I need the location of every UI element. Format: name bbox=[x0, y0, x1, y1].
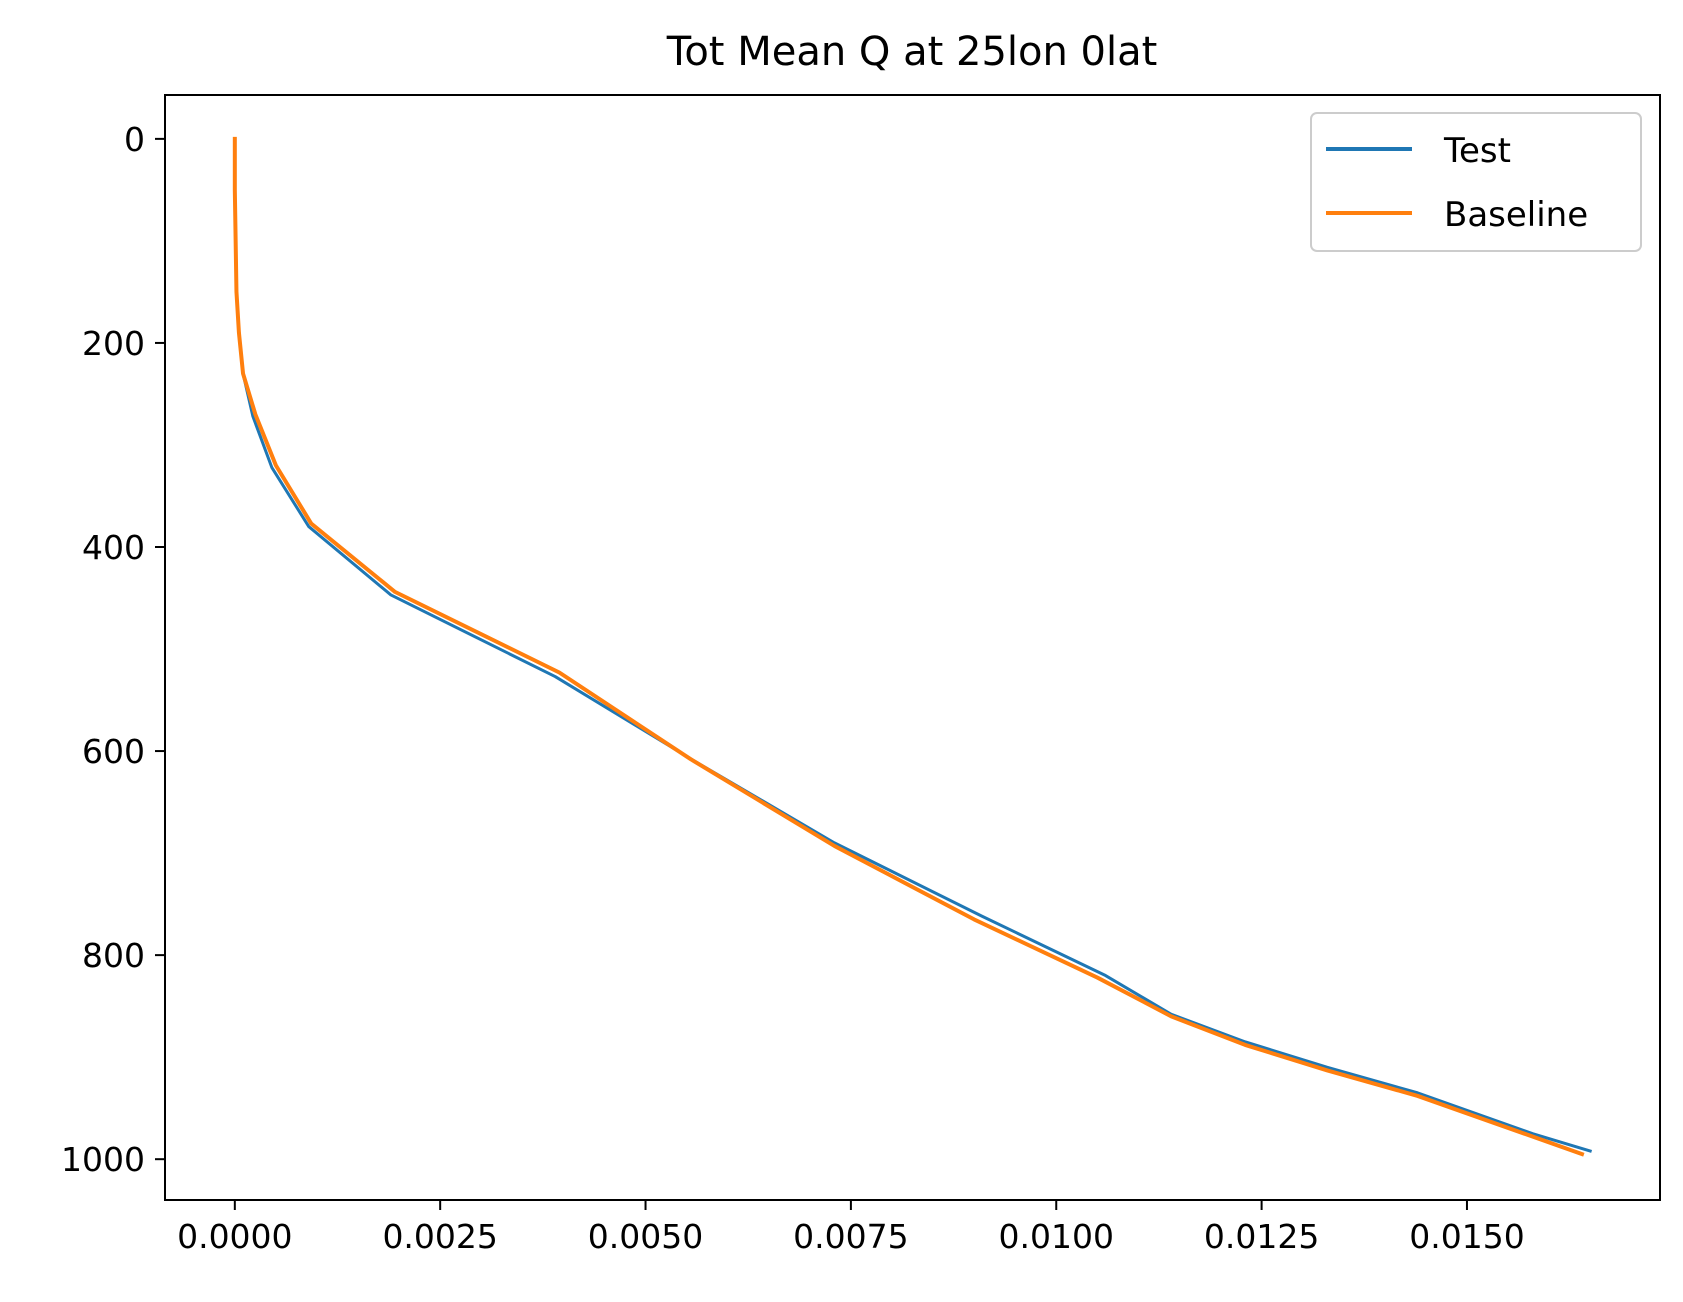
legend: Test Baseline bbox=[1310, 112, 1642, 252]
series-layer bbox=[232, 136, 1593, 1157]
legend-label-baseline: Baseline bbox=[1444, 195, 1588, 235]
y-tick-label: 0 bbox=[124, 120, 145, 159]
y-tick-label: 400 bbox=[82, 528, 145, 567]
x-tick-label: 0.0125 bbox=[1204, 1217, 1319, 1256]
x-tick-label: 0.0050 bbox=[588, 1217, 703, 1256]
y-tick-label: 200 bbox=[82, 324, 145, 363]
legend-label-test: Test bbox=[1443, 131, 1511, 171]
x-axis: 0.0000 0.0025 0.0050 0.0075 0.0100 0.0125 0.01… bbox=[177, 1200, 1525, 1256]
series-line-baseline bbox=[232, 136, 1585, 1157]
x-tick-label: 0.0025 bbox=[382, 1217, 497, 1256]
y-axis: 0 200 400 600 800 1000 bbox=[61, 120, 165, 1179]
y-tick-label: 600 bbox=[82, 732, 145, 771]
x-tick-label: 0.0000 bbox=[177, 1217, 292, 1256]
chart-title: Tot Mean Q at 25lon 0lat bbox=[666, 29, 1158, 75]
x-tick-label: 0.0100 bbox=[999, 1217, 1114, 1256]
plot-frame bbox=[164, 94, 1661, 1201]
x-tick-label: 0.0075 bbox=[793, 1217, 908, 1256]
y-tick-label: 1000 bbox=[61, 1140, 145, 1179]
x-tick-label: 0.0150 bbox=[1409, 1217, 1524, 1256]
y-tick-label: 800 bbox=[82, 936, 145, 975]
